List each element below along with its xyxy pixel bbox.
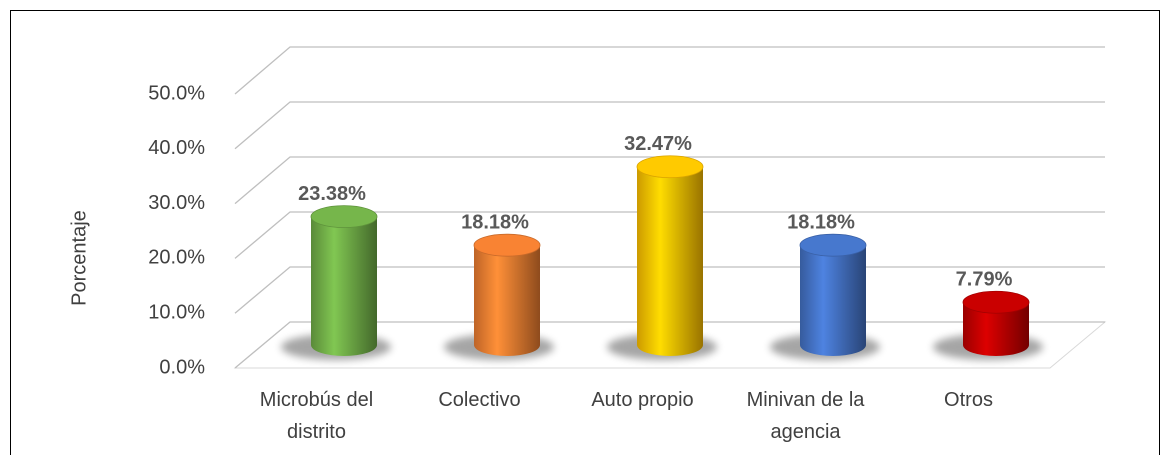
x-tick-label: Colectivo bbox=[438, 389, 521, 411]
frame bbox=[10, 10, 1160, 455]
cylinder-body bbox=[474, 245, 540, 356]
cylinder-top bbox=[310, 205, 378, 229]
x-tick-label: Auto propio bbox=[591, 389, 694, 411]
grid-line bbox=[234, 101, 1105, 150]
y-axis-label: Porcentaje bbox=[68, 210, 90, 306]
cylinder-top bbox=[799, 233, 867, 257]
value-label: 18.18% bbox=[461, 211, 529, 233]
value-label: 18.18% bbox=[787, 211, 855, 233]
y-tick-label: 10.0% bbox=[148, 301, 205, 323]
x-tick-label: Otros bbox=[944, 389, 993, 411]
cylinder-top bbox=[962, 290, 1030, 314]
y-tick-label: 30.0% bbox=[148, 192, 205, 214]
value-label: 32.47% bbox=[624, 133, 692, 155]
y-tick-label: 20.0% bbox=[148, 247, 205, 269]
cylinder-body bbox=[637, 166, 703, 356]
y-tick-label: 50.0% bbox=[148, 82, 205, 104]
grid-line bbox=[234, 46, 1105, 95]
x-tick-label: Minivan de la agencia bbox=[746, 389, 865, 443]
grid-line bbox=[234, 156, 1105, 205]
value-label: 23.38% bbox=[298, 183, 366, 205]
cylinder-body bbox=[311, 216, 377, 356]
cylinder-body bbox=[800, 245, 866, 356]
y-tick-label: 40.0% bbox=[148, 137, 205, 159]
value-label: 7.79% bbox=[956, 269, 1013, 291]
y-tick-label: 0.0% bbox=[159, 356, 205, 378]
cylinder-top bbox=[473, 233, 541, 257]
grid-line bbox=[234, 211, 1105, 259]
x-tick-label: Microbús del distrito bbox=[259, 389, 374, 443]
cylinder-body bbox=[963, 302, 1029, 356]
cylinder-top bbox=[636, 155, 704, 179]
